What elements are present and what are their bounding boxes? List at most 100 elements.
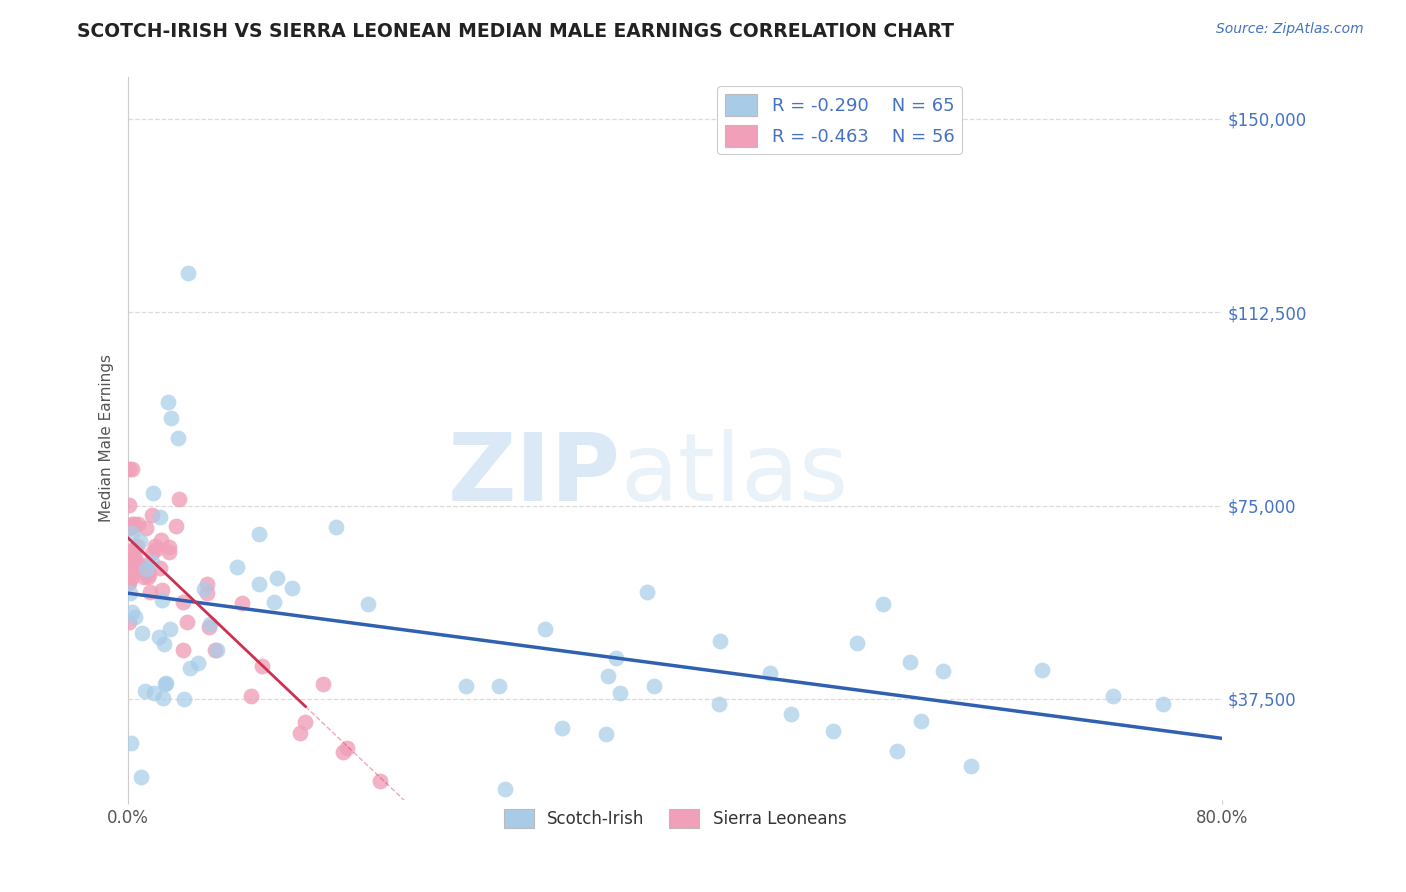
Point — [1031, 663, 1053, 677]
Point — [150, 533, 173, 547]
Point — [759, 665, 782, 680]
Point — [132, 560, 155, 574]
Point — [135, 562, 157, 576]
Point — [120, 736, 142, 750]
Point — [166, 519, 188, 533]
Point — [120, 586, 142, 600]
Point — [263, 595, 285, 609]
Point — [225, 559, 247, 574]
Point — [332, 745, 354, 759]
Point — [129, 534, 152, 549]
Point — [135, 521, 157, 535]
Point — [231, 595, 253, 609]
Point — [609, 686, 631, 700]
Point — [335, 741, 357, 756]
Text: SCOTCH-IRISH VS SIERRA LEONEAN MEDIAN MALE EARNINGS CORRELATION CHART: SCOTCH-IRISH VS SIERRA LEONEAN MEDIAN MA… — [77, 22, 955, 41]
Point — [846, 635, 869, 649]
Point — [118, 462, 141, 476]
Point — [200, 616, 222, 631]
Point — [138, 567, 160, 582]
Point — [250, 659, 273, 673]
Point — [280, 582, 302, 596]
Point — [356, 597, 378, 611]
Point — [198, 620, 221, 634]
Point — [124, 550, 146, 565]
Point — [707, 697, 730, 711]
Point — [127, 517, 149, 532]
Point — [643, 679, 665, 693]
Point — [118, 615, 141, 629]
Point — [118, 574, 141, 588]
Point — [195, 577, 218, 591]
Point — [122, 542, 145, 557]
Point — [709, 634, 731, 648]
Point — [150, 592, 173, 607]
Point — [172, 594, 194, 608]
Point — [127, 539, 149, 553]
Point — [121, 520, 143, 534]
Point — [118, 576, 141, 591]
Point — [141, 546, 163, 560]
Point — [193, 582, 215, 596]
Point — [124, 554, 146, 568]
Point — [141, 555, 163, 569]
Point — [155, 675, 177, 690]
Point — [148, 630, 170, 644]
Point — [1152, 698, 1174, 712]
Point — [900, 655, 922, 669]
Point — [142, 686, 165, 700]
Point — [134, 562, 156, 576]
Point — [155, 677, 177, 691]
Point — [886, 743, 908, 757]
Point — [205, 642, 228, 657]
Point — [124, 563, 146, 577]
Point — [145, 541, 167, 556]
Point — [157, 545, 180, 559]
Point — [134, 683, 156, 698]
Point — [932, 664, 955, 678]
Point — [551, 721, 574, 735]
Point — [143, 539, 166, 553]
Point — [247, 526, 270, 541]
Point — [149, 510, 172, 524]
Point — [121, 570, 143, 584]
Y-axis label: Median Male Earnings: Median Male Earnings — [100, 354, 114, 523]
Text: ZIP: ZIP — [447, 428, 620, 521]
Point — [150, 582, 173, 597]
Point — [595, 727, 617, 741]
Point — [195, 586, 218, 600]
Point — [176, 615, 198, 629]
Point — [533, 622, 555, 636]
Point — [132, 570, 155, 584]
Point — [172, 643, 194, 657]
Point — [779, 706, 801, 721]
Point — [910, 714, 932, 728]
Point — [142, 485, 165, 500]
Point — [454, 679, 477, 693]
Point — [166, 432, 188, 446]
Point — [121, 605, 143, 619]
Point — [160, 410, 183, 425]
Point — [153, 637, 176, 651]
Point — [960, 759, 983, 773]
Point — [204, 642, 226, 657]
Point — [136, 569, 159, 583]
Point — [122, 542, 145, 557]
Point — [312, 677, 335, 691]
Point — [1101, 689, 1123, 703]
Text: atlas: atlas — [620, 428, 848, 521]
Point — [157, 395, 180, 409]
Point — [368, 774, 391, 789]
Point — [131, 626, 153, 640]
Point — [141, 508, 163, 522]
Point — [159, 622, 181, 636]
Point — [124, 609, 146, 624]
Point — [239, 690, 262, 704]
Point — [247, 576, 270, 591]
Point — [118, 557, 141, 571]
Point — [121, 462, 143, 476]
Point — [187, 657, 209, 671]
Point — [605, 651, 627, 665]
Point — [266, 571, 288, 585]
Point — [488, 679, 510, 693]
